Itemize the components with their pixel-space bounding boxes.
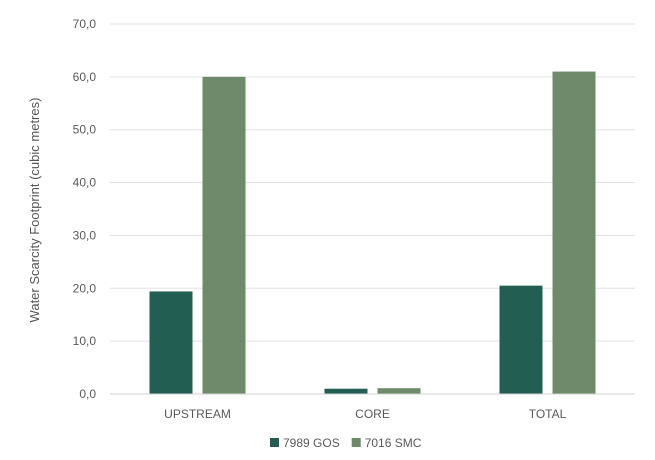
bar-total-7989-gos (499, 285, 543, 394)
y-tick-label: 30,0 (73, 228, 97, 242)
y-axis-title: Water Scarcity Footprint (cubic metres) (27, 98, 42, 323)
y-tick-label: 20,0 (73, 281, 97, 295)
legend-item: 7016 SMC (351, 436, 422, 450)
y-tick-label: 60,0 (73, 70, 97, 84)
legend-label: 7016 SMC (365, 436, 422, 450)
legend-swatch (351, 438, 361, 447)
legend-swatch (270, 438, 279, 447)
y-tick-label: 40,0 (73, 176, 97, 190)
bar-core-7016-smc (377, 388, 421, 394)
bar-upstream-7016-smc (202, 76, 246, 394)
y-tick-label: 70,0 (73, 17, 97, 31)
legend: 7989 GOS 7016 SMC (270, 436, 422, 450)
y-axis-ticks: 0,0 10,0 20,0 30,0 40,0 50,0 60,0 70,0 (73, 17, 97, 401)
x-tick-label: TOTAL (529, 407, 567, 421)
legend-item: 7989 GOS (270, 436, 340, 450)
y-tick-label: 10,0 (73, 334, 97, 348)
bar-total-7016-smc (552, 71, 596, 395)
gridlines (110, 23, 635, 342)
x-tick-label: UPSTREAM (164, 407, 231, 421)
x-tick-label: CORE (355, 407, 390, 421)
legend-label: 7989 GOS (283, 436, 340, 450)
y-tick-label: 0,0 (79, 387, 96, 401)
y-tick-label: 50,0 (73, 123, 97, 137)
bar-core-7989-gos (324, 388, 368, 394)
bar-upstream-7989-gos (149, 291, 193, 394)
bars (149, 71, 596, 395)
x-axis-ticks: UPSTREAM CORE TOTAL (164, 407, 566, 421)
